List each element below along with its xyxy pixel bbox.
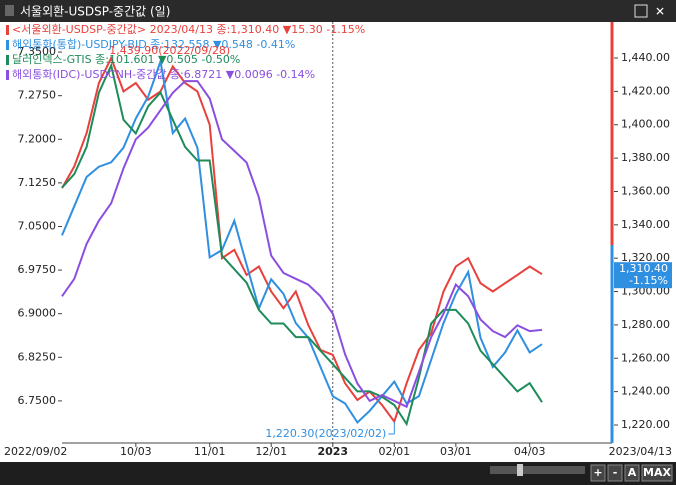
y-tick-label: 7.1250 <box>18 176 57 189</box>
y2-tick-label: 1,260.00 <box>621 351 670 364</box>
button-label[interactable]: A <box>628 466 637 479</box>
y2-tick-label: 1,380.00 <box>621 151 670 164</box>
value-box-change: -1.15% <box>629 274 668 287</box>
scroll-track[interactable] <box>490 466 585 474</box>
x-tick-label: 10/03 <box>120 445 152 458</box>
x-tick-label: 02/01 <box>378 445 410 458</box>
legend-swatch <box>6 40 9 50</box>
series-line <box>61 62 543 427</box>
legend-entry: 달러인덱스-GTIS 종:101.601 ▼0.505 -0.50% <box>12 53 240 66</box>
x-tick-label: 04/03 <box>514 445 546 458</box>
close-button[interactable]: ✕ <box>655 5 665 19</box>
y2-tick-label: 1,280.00 <box>621 318 670 331</box>
legend-entry: 해외통화(IDC)-USDCNH-중간값 종:6.8721 ▼0.0096 -0… <box>12 67 315 81</box>
y-tick-label: 6.9750 <box>18 263 57 276</box>
title-bar <box>0 0 676 22</box>
annotation: 1,439.90(2022/09/28) <box>109 44 230 57</box>
button[interactable] <box>607 464 623 482</box>
x-tick-label: 03/01 <box>440 445 472 458</box>
restore-button[interactable] <box>634 4 648 18</box>
x-tick-label: 12/01 <box>255 445 287 458</box>
button-label[interactable]: - <box>613 466 618 479</box>
y-tick-label: 7.3500 <box>18 45 57 58</box>
icon <box>5 5 14 16</box>
legend-swatch <box>6 70 9 80</box>
y2-tick-label: 1,420.00 <box>621 84 670 97</box>
x-tick-label: 11/01 <box>194 445 226 458</box>
y-tick-label: 7.2000 <box>18 132 57 145</box>
legend-entry: 해외통화(통합)-USDJPY-BID 종:132.558 ▼0.548 -0.… <box>12 37 295 51</box>
y2-tick-label: 1,220.00 <box>621 418 670 431</box>
x-tick-label: 2022/09/02 <box>4 445 67 458</box>
button[interactable] <box>641 464 673 482</box>
scroll-thumb[interactable] <box>517 464 523 476</box>
button-label[interactable]: MAX <box>643 466 671 479</box>
legend-entry: <서울외환-USDSP-중간값> 2023/04/13 종:1,310.40 ▼… <box>12 23 365 36</box>
y-tick-label: 6.7500 <box>18 394 57 407</box>
y2-tick-label: 1,400.00 <box>621 118 670 131</box>
button[interactable] <box>624 464 640 482</box>
window-title: 서울외환-USDSP-중간값 (일) <box>20 5 170 19</box>
value-box-price: 1,310.40 <box>619 262 668 275</box>
legend-swatch <box>6 55 9 65</box>
button-label[interactable]: + <box>593 466 602 479</box>
y-tick-label: 6.9000 <box>18 307 57 320</box>
y-tick-label: 6.8250 <box>18 350 57 363</box>
y-tick-label: 7.2750 <box>18 89 57 102</box>
button[interactable] <box>590 464 606 482</box>
x-tick-label: 2023/04/13 <box>609 445 672 458</box>
value-box <box>614 262 672 289</box>
series-line <box>61 57 543 425</box>
annotation: 1,220.30(2023/02/02) <box>265 427 386 440</box>
series-line <box>61 55 543 424</box>
y2-tick-label: 1,360.00 <box>621 184 670 197</box>
y2-tick-label: 1,340.00 <box>621 218 670 231</box>
y2-tick-label: 1,320.00 <box>621 251 670 264</box>
y2-tick-label: 1,440.00 <box>621 51 670 64</box>
series-line <box>61 80 543 409</box>
y2-tick-label: 1,240.00 <box>621 385 670 398</box>
y-tick-label: 7.0500 <box>18 219 57 232</box>
x-tick-label: 2023 <box>317 445 348 458</box>
legend-swatch <box>6 25 9 35</box>
